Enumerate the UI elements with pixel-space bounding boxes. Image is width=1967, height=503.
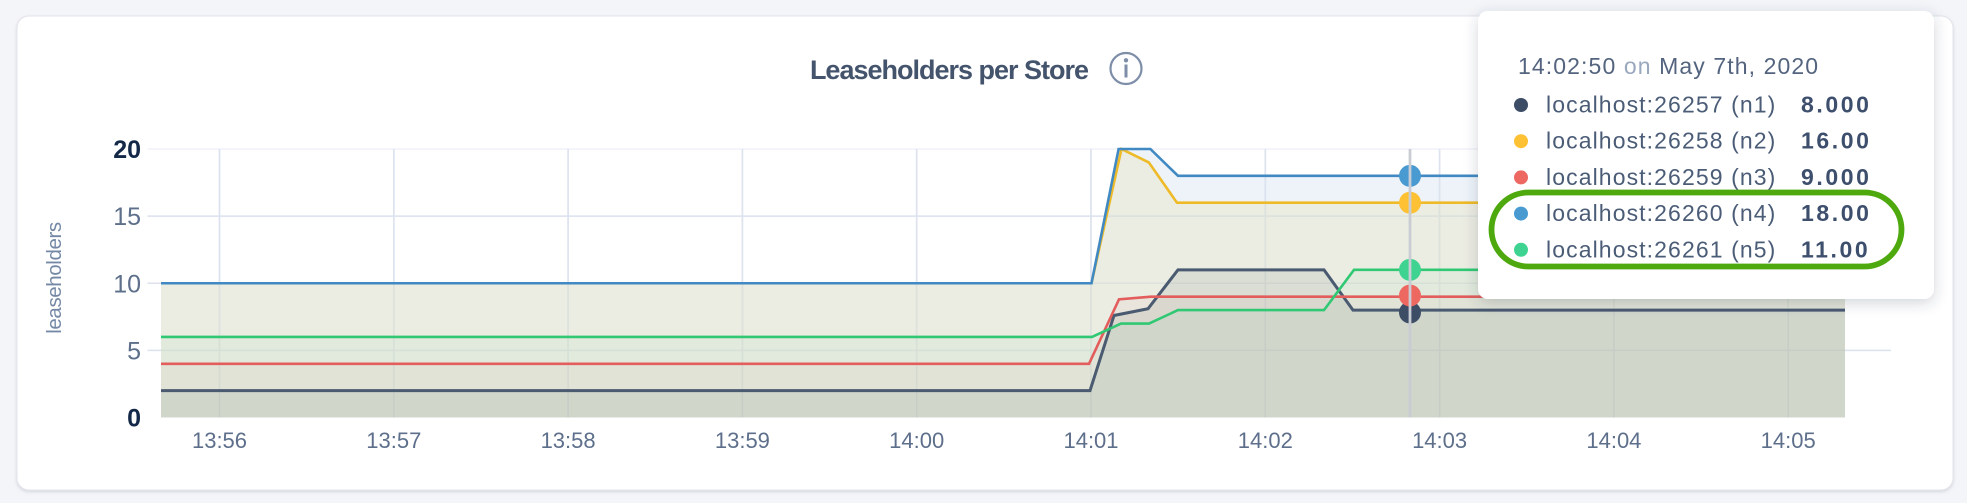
svg-text:14:00: 14:00	[889, 428, 944, 453]
svg-text:Leaseholders per Store: Leaseholders per Store	[810, 55, 1089, 85]
svg-text:18.00: 18.00	[1801, 200, 1872, 226]
svg-text:14:03: 14:03	[1412, 428, 1467, 453]
svg-text:11.00: 11.00	[1801, 236, 1870, 262]
svg-text:14:04: 14:04	[1586, 428, 1641, 453]
svg-text:9.000: 9.000	[1801, 164, 1872, 190]
svg-text:13:58: 13:58	[541, 428, 596, 453]
svg-text:15: 15	[113, 203, 141, 231]
svg-text:leaseholders: leaseholders	[43, 222, 66, 334]
svg-text:localhost:26261 (n5): localhost:26261 (n5)	[1546, 236, 1776, 262]
svg-text:0: 0	[127, 405, 141, 433]
svg-text:20: 20	[113, 136, 141, 164]
svg-text:13:56: 13:56	[192, 428, 247, 453]
svg-text:16.00: 16.00	[1801, 128, 1872, 154]
svg-text:14:05: 14:05	[1761, 428, 1816, 453]
svg-text:14:01: 14:01	[1063, 428, 1118, 453]
svg-text:14:02: 14:02	[1238, 428, 1293, 453]
svg-text:localhost:26257 (n1): localhost:26257 (n1)	[1546, 92, 1776, 118]
svg-text:10: 10	[113, 270, 141, 298]
svg-text:13:59: 13:59	[715, 428, 770, 453]
svg-text:localhost:26260 (n4): localhost:26260 (n4)	[1546, 200, 1776, 226]
svg-text:localhost:26259 (n3): localhost:26259 (n3)	[1546, 164, 1776, 190]
svg-text:5: 5	[127, 337, 141, 365]
svg-text:localhost:26258 (n2): localhost:26258 (n2)	[1546, 128, 1776, 154]
svg-text:13:57: 13:57	[366, 428, 421, 453]
svg-text:14:02:50 on May 7th, 2020: 14:02:50 on May 7th, 2020	[1518, 53, 1819, 79]
svg-text:8.000: 8.000	[1801, 92, 1872, 118]
